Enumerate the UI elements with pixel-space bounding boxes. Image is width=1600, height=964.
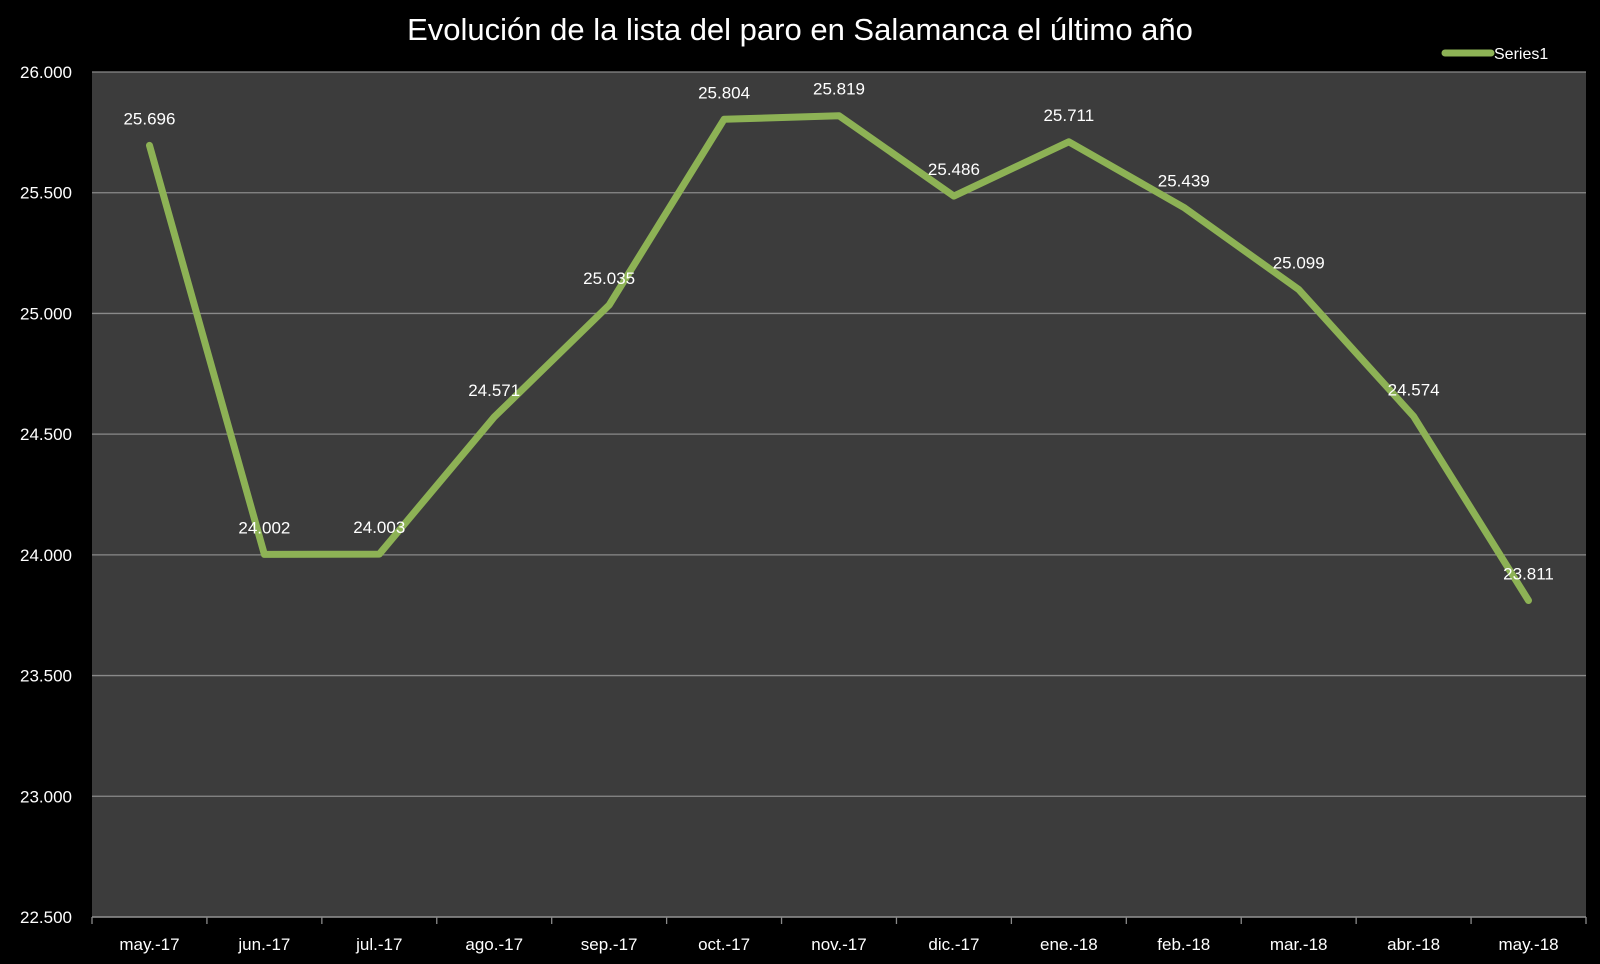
x-axis: may.-17 jun.-17 jul.-17 ago.-17 sep.-17 oct.-… xyxy=(91,916,1587,954)
y-tick-label: 25.500 xyxy=(20,184,72,203)
data-label: 24.002 xyxy=(238,518,290,537)
data-label: 24.574 xyxy=(1388,380,1440,399)
data-label: 25.099 xyxy=(1273,254,1325,273)
data-label: 25.439 xyxy=(1158,171,1210,190)
data-label: 25.486 xyxy=(928,160,980,179)
y-tick-label: 24.000 xyxy=(20,546,72,565)
series-layer xyxy=(146,112,1532,604)
y-tick-label: 25.000 xyxy=(20,304,72,323)
data-labels: 25.696 24.002 24.003 24.571 25.035 25.804 25.8… xyxy=(123,80,1553,584)
data-label: 23.811 xyxy=(1503,564,1554,583)
data-label: 25.696 xyxy=(123,109,175,128)
data-label: 25.819 xyxy=(813,80,865,99)
chart-title: Evolución de la lista del paro en Salama… xyxy=(407,12,1193,47)
series-line-series1 xyxy=(146,112,1532,604)
x-tick-label: may.-17 xyxy=(119,935,179,954)
data-label: 24.003 xyxy=(353,518,405,537)
data-label: 25.035 xyxy=(583,269,635,288)
x-tick-label: sep.-17 xyxy=(581,935,638,954)
x-tick-label: feb.-18 xyxy=(1157,935,1210,954)
x-tick-label: jul.-17 xyxy=(355,935,402,954)
x-tick-label: jun.-17 xyxy=(237,935,290,954)
data-label: 25.804 xyxy=(698,83,750,102)
x-tick-label: oct.-17 xyxy=(698,935,750,954)
y-tick-label: 24.500 xyxy=(20,425,72,444)
data-label: 25.711 xyxy=(1043,106,1094,125)
y-tick-label: 26.000 xyxy=(20,63,72,82)
x-tick-label: abr.-18 xyxy=(1387,935,1440,954)
x-tick-label: nov.-17 xyxy=(811,935,866,954)
y-tick-label: 23.500 xyxy=(20,667,72,686)
x-tick-label: ene.-18 xyxy=(1040,935,1098,954)
plot-area xyxy=(92,72,1586,917)
y-tick-label: 23.000 xyxy=(20,787,72,806)
data-label: 24.571 xyxy=(468,381,520,400)
y-axis: 22.500 23.000 23.500 24.000 24.500 25.000 25.5… xyxy=(20,63,72,927)
x-tick-label: ago.-17 xyxy=(465,935,523,954)
x-tick-label: dic.-17 xyxy=(928,935,979,954)
y-tick-label: 22.500 xyxy=(20,908,72,927)
legend: Series1 xyxy=(1441,46,1548,63)
x-tick-label: may.-18 xyxy=(1498,935,1558,954)
legend-label-series1: Series1 xyxy=(1494,46,1548,63)
x-tick-label: mar.-18 xyxy=(1270,935,1328,954)
